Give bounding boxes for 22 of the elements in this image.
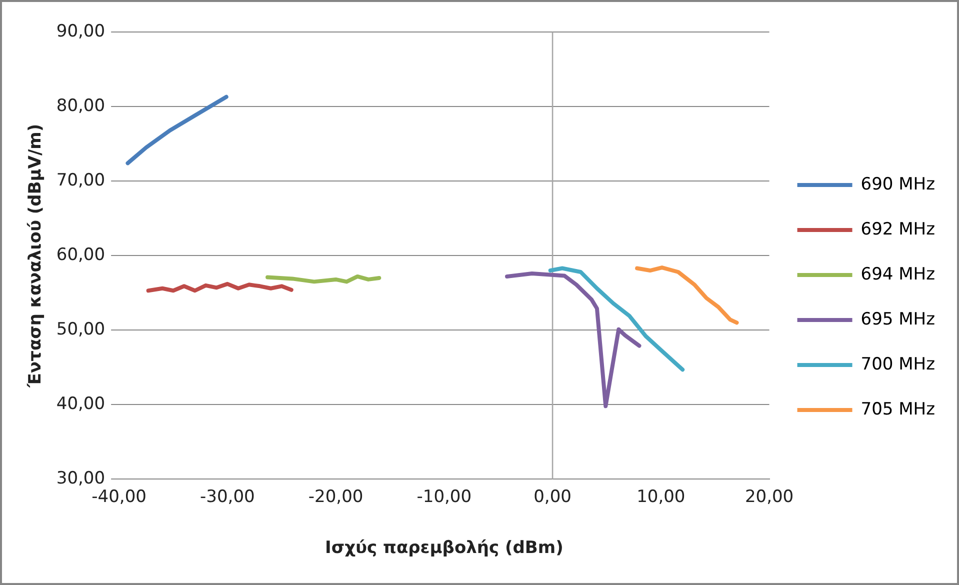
- y-tick-label: 40,00: [56, 394, 106, 414]
- y-tick-label: 90,00: [56, 21, 106, 42]
- x-tick-label: -20,00: [308, 486, 364, 507]
- y-tick-label: 50,00: [56, 320, 106, 340]
- x-tick-label: 0,00: [534, 486, 572, 507]
- y-tick-label: 70,00: [56, 170, 106, 190]
- legend-label: 694 MHz: [860, 264, 936, 284]
- legend-label: 690 MHz: [860, 174, 936, 194]
- x-tick-label: -40,00: [92, 486, 146, 507]
- y-tick-label: 80,00: [56, 96, 106, 116]
- legend-label: 692 MHz: [860, 219, 936, 240]
- y-axis-title: Ένταση καναλιού (dBμV/m): [26, 124, 46, 388]
- x-tick-label: 10,00: [636, 486, 686, 507]
- legend-label: 700 MHz: [860, 354, 936, 374]
- x-tick-label: 20,00: [744, 486, 794, 507]
- legend-label: 695 MHz: [860, 309, 936, 330]
- y-tick-label: 30,00: [56, 468, 106, 489]
- x-axis-title: Ισχύς παρεμβολής (dBm): [324, 538, 564, 558]
- y-tick-label: 60,00: [56, 245, 106, 266]
- x-tick-label: -10,00: [416, 486, 472, 507]
- legend-label: 705 MHz: [860, 399, 936, 420]
- x-tick-label: -30,00: [200, 486, 255, 507]
